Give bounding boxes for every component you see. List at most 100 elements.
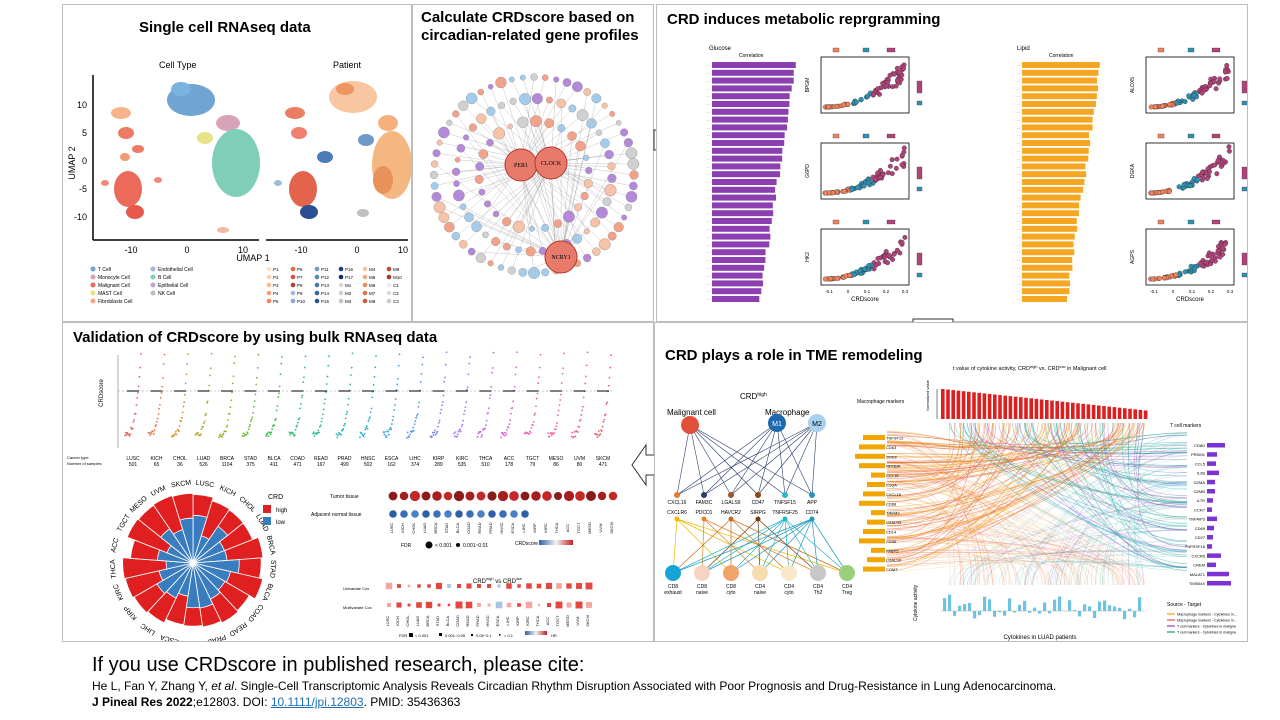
radial-label: ESCA [159,633,180,642]
cytokine-activity-bar [968,602,972,611]
distribution-point [479,430,482,433]
distribution-point [438,419,441,422]
distribution-point [224,430,227,433]
dot-tumor [575,491,585,501]
crd-legend-high: high [276,508,287,514]
network-node [591,93,602,104]
scatter-point [1200,169,1205,175]
network-node [502,217,512,227]
tcell-marker-gene: IL7R [1197,498,1206,503]
cox-cell [387,603,391,607]
umap-xtick: 0 [354,245,359,255]
distribution-point [278,385,281,388]
corr-bar [1022,179,1085,185]
cox-col-label: PRAD [475,615,480,626]
cox-col-label: LIHC [505,616,510,625]
corr-bar [1022,296,1067,302]
distribution-point [313,435,316,437]
scatter-xtick: 0 [847,289,850,294]
distribution-point [127,433,130,436]
distribution-point [140,352,142,355]
cytokine-activity-bar [1118,607,1122,611]
gene-label-bottom: CXCLR6 [667,510,687,516]
corr-bar [1022,163,1086,170]
cox-cell [437,603,441,607]
cancer-label: KIRP [433,456,445,462]
scatter-point [894,156,900,162]
citation-doi-link[interactable]: 10.1111/jpi.12803 [270,695,364,709]
corr-bar-gene: · · [1017,197,1020,201]
fdr-item-2: 0.001~0.01 [463,543,488,549]
distribution-point [607,384,610,387]
corr-bar [712,218,772,224]
distribution-point [413,423,416,425]
panel-network: Calculate CRDscore based on circadian-re… [412,4,654,322]
distribution-point [553,432,555,434]
cytokine-activity-bar [998,611,1002,613]
cox-cell [517,603,521,607]
network-node [478,188,486,196]
corr-bar [1022,241,1074,248]
dot-normal [433,510,441,518]
distribution-point [281,355,283,358]
distribution-point [288,431,291,434]
cox-cell [487,584,491,588]
patient-legend-item: M4 [369,267,376,272]
cytokine-bar [1060,401,1065,419]
corr-bar-gene: · · [1017,236,1020,240]
glucose-corr-label: Correlation [739,53,764,59]
distribution-point [390,428,393,430]
tcell-node [839,565,855,581]
distribution-point [503,432,505,434]
scatter-point [855,184,861,190]
sample-count: 80 [577,462,583,468]
distribution-point [440,408,443,411]
distribution-point [255,383,258,386]
cox-cell [517,584,521,588]
distribution-point [535,397,538,400]
corr-bar-gene: · · [1017,165,1020,169]
distribution-point [582,405,584,408]
corr-bar-gene: · · [1017,119,1020,123]
corr-bar [1022,116,1093,123]
cytokine-bar [967,391,971,419]
cox-cell [487,603,491,607]
macro-marker-bar [859,500,885,506]
corr-bar [712,93,790,100]
corr-bar [1022,69,1099,76]
cytokine-bar [1143,410,1148,419]
scatter-xtick: 0.2 [883,289,890,294]
distribution-point [180,420,183,423]
scatter-point [1207,83,1213,89]
dot-col-label: STAD [444,523,449,533]
scatter-point [887,163,893,169]
patient-legend-item: C2 [393,291,399,296]
distribution-point [328,355,330,358]
scatter-ylabel: G6PD [805,164,811,178]
corr-bar [1022,249,1075,256]
scatter-point [875,256,881,261]
citation-journal: J Pineal Res 2022 [92,695,193,709]
cox-cell [447,603,451,607]
sample-count: 535 [458,462,467,468]
cancer-label: BRCA [220,456,235,462]
distribution-point [209,374,211,377]
sample-count: 374 [411,462,420,468]
corr-bar [1022,225,1078,232]
tcell-marker-gene: TNFRSF18 [1185,544,1206,549]
macro-marker-bar [863,566,885,572]
sample-count: 162 [387,462,396,468]
dot-col-label: SKCM [609,522,614,534]
tcell-marker-gene: GZMB [1193,489,1205,494]
cancer-labels: LUSC501KICH65CHOL36LUAD526BRCA1104STAD37… [126,456,610,468]
dot-tumor [487,491,497,501]
distribution-point [178,425,181,427]
distribution-point [416,413,419,416]
distribution-point [275,409,278,412]
corr-bar [712,108,789,115]
cox-col-label: SKCM [585,615,590,627]
cox-cell [555,601,563,609]
source-target-legend: Macrophage markers - Cytokines in... Macr… [1167,613,1237,635]
distribution-point [596,436,599,439]
network-node [465,92,478,105]
